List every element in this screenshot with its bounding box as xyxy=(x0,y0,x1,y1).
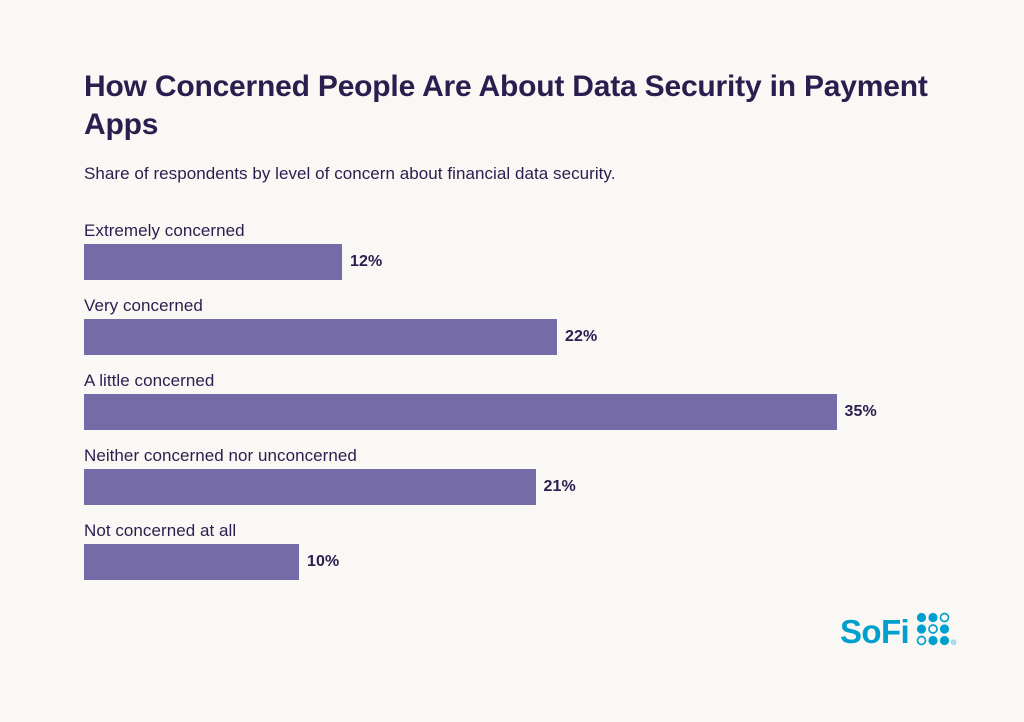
bar-row: Very concerned 22% xyxy=(84,297,964,372)
bar-category-label: Not concerned at all xyxy=(84,521,237,540)
bar-track: 21% xyxy=(84,469,964,505)
chart-header: How Concerned People Are About Data Secu… xyxy=(84,68,954,186)
bar-fill xyxy=(84,469,536,505)
bar-fill xyxy=(84,394,837,430)
bar-row: Extremely concerned 12% xyxy=(84,222,964,297)
bar-value-label: 22% xyxy=(565,328,598,345)
sofi-dot-grid-icon xyxy=(916,612,950,651)
bar-fill xyxy=(84,544,299,580)
bar-fill xyxy=(84,244,342,280)
bar-track: 12% xyxy=(84,244,964,280)
trademark-symbol: ® xyxy=(951,640,957,647)
bar-row: A little concerned 35% xyxy=(84,372,964,447)
bar-value-label: 10% xyxy=(307,553,340,570)
bar-chart: Extremely concerned 12% Very concerned 22% A… xyxy=(84,222,964,597)
bar-category-label: Neither concerned nor unconcerned xyxy=(84,446,357,465)
bar-fill xyxy=(84,319,557,355)
bar-value-label: 21% xyxy=(543,478,576,495)
sofi-logo: SoFi ® xyxy=(840,612,956,650)
bar-track: 35% xyxy=(84,394,964,430)
bar-row: Not concerned at all 10% xyxy=(84,522,964,597)
bar-track: 10% xyxy=(84,544,964,580)
bar-value-label: 12% xyxy=(350,253,383,270)
bar-category-label: A little concerned xyxy=(84,371,215,390)
bar-row: Neither concerned nor unconcerned 21% xyxy=(84,447,964,522)
chart-subtitle: Share of respondents by level of concern… xyxy=(84,163,616,183)
bar-track: 22% xyxy=(84,319,964,355)
page-title: How Concerned People Are About Data Secu… xyxy=(84,70,928,142)
bar-category-label: Extremely concerned xyxy=(84,221,245,240)
bar-value-label: 35% xyxy=(844,403,877,420)
bar-category-label: Very concerned xyxy=(84,296,203,315)
sofi-wordmark: SoFi xyxy=(840,612,910,650)
